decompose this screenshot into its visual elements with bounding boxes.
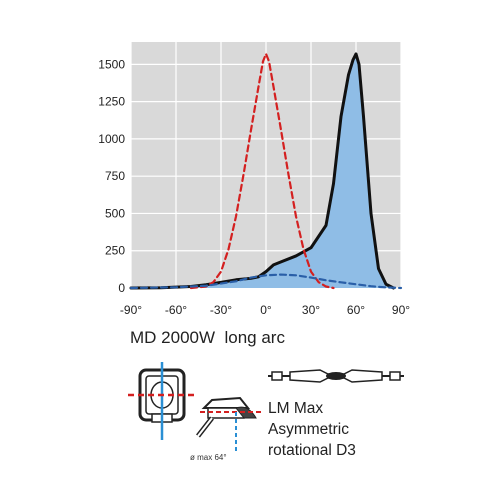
- y-tick-label: 750: [105, 169, 125, 183]
- luminaire-front-icon: [128, 362, 198, 440]
- y-tick-label: 250: [105, 244, 125, 258]
- x-axis: -90° -60° -30° 0° 30° 60° 90°: [120, 303, 410, 317]
- y-tick-label: 500: [105, 206, 125, 220]
- x-tick-label: 90°: [392, 303, 410, 317]
- x-tick-label: 60°: [347, 303, 365, 317]
- model-label: MD 2000W long arc: [130, 328, 285, 347]
- x-tick-label: -30°: [210, 303, 232, 317]
- y-tick-label: 0: [118, 281, 125, 295]
- series-layer: [129, 52, 403, 290]
- y-tick-label: 1500: [98, 57, 125, 71]
- x-tick-label: 30°: [302, 303, 320, 317]
- lamp-line-3: rotational D3: [268, 442, 356, 459]
- series-area-0: [131, 53, 394, 288]
- series-line-1: [189, 52, 335, 290]
- lamp-line-2: Asymmetric: [268, 421, 349, 438]
- lamp-line-1: LM Max: [268, 400, 324, 417]
- x-tick-label: 0°: [260, 303, 272, 317]
- series-line-0: [129, 52, 395, 290]
- y-tick-label: 1250: [98, 95, 125, 109]
- luminaire-side-icon: [196, 396, 262, 452]
- diameter-note: ø max 64°: [190, 453, 227, 462]
- lamp-description: LM Max Asymmetric rotational D3: [268, 398, 356, 461]
- x-tick-label: -90°: [120, 303, 142, 317]
- series-line-2: [129, 273, 403, 290]
- lamp-tube-icon: [268, 369, 404, 383]
- y-axis: 0 250 500 750 1000 1250 1500: [98, 57, 125, 295]
- y-tick-label: 1000: [98, 132, 125, 146]
- x-tick-label: -60°: [165, 303, 187, 317]
